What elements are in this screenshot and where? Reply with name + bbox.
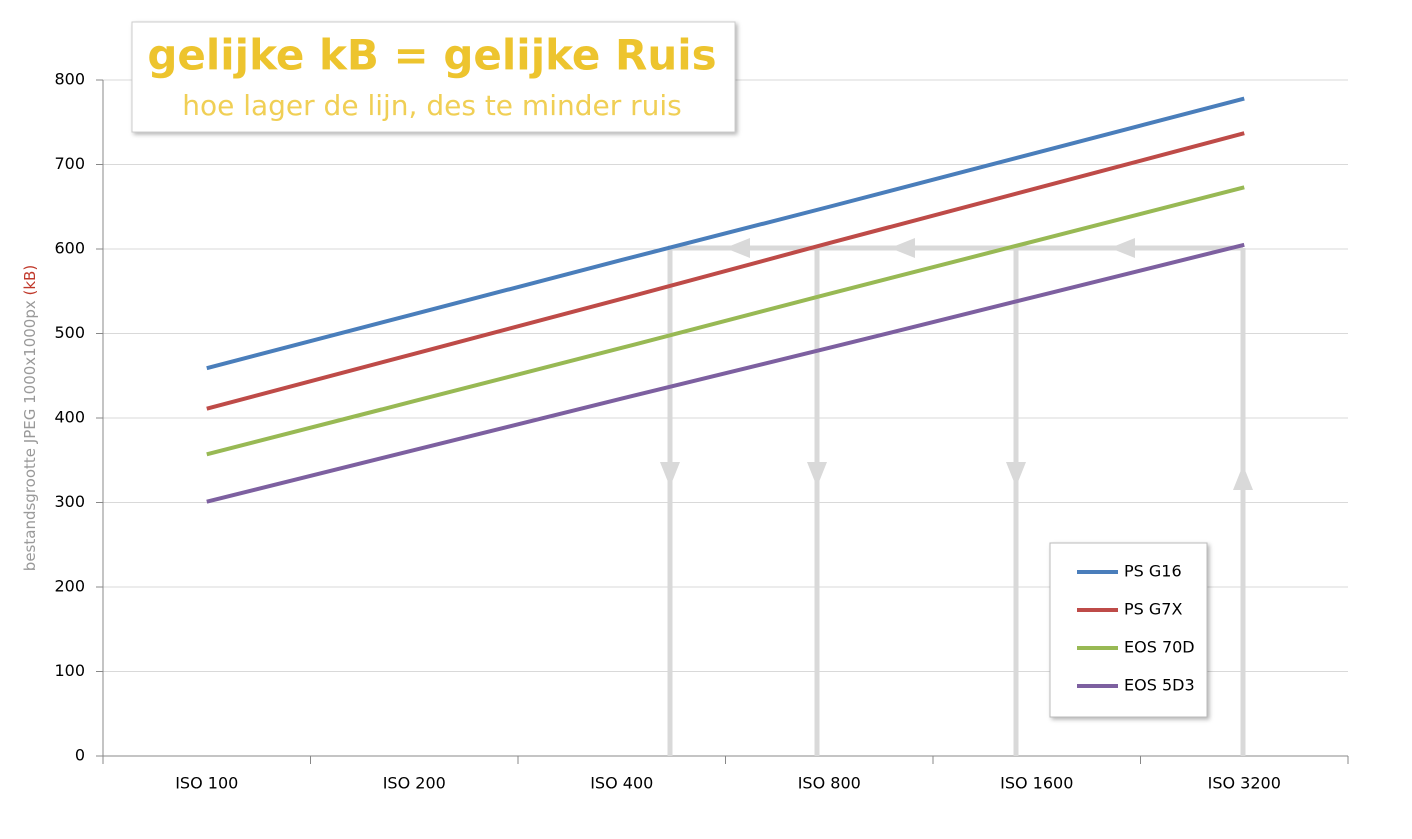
annotation-arrows [660, 238, 1253, 756]
x-tick-label: ISO 100 [175, 774, 238, 793]
x-tick-label: ISO 1600 [1000, 774, 1073, 793]
x-tick-label: ISO 400 [590, 774, 653, 793]
x-tick-label: ISO 800 [798, 774, 861, 793]
chart-title: gelijke kB = gelijke Ruis [147, 31, 716, 80]
series-line [206, 131, 1245, 411]
x-tick-label: ISO 200 [383, 774, 446, 793]
x-tick-label: ISO 3200 [1208, 774, 1281, 793]
y-tick-label: 0 [75, 746, 85, 765]
y-tick-label: 500 [54, 323, 85, 342]
series-line [206, 96, 1245, 371]
series-line [206, 242, 1245, 504]
y-tick-label: 300 [54, 492, 85, 511]
legend-label: PS G16 [1124, 562, 1182, 581]
y-tick-label: 100 [54, 661, 85, 680]
y-axis-unit: (kB) [21, 265, 39, 296]
y-axis-label-text: bestandsgrootte JPEG 1000x1000px [21, 300, 39, 571]
legend-label: EOS 70D [1124, 638, 1195, 657]
legend-label: EOS 5D3 [1124, 676, 1195, 695]
y-tick-label: 700 [54, 154, 85, 173]
y-tick-label: 400 [54, 408, 85, 427]
series-line [206, 185, 1245, 457]
legend [1049, 542, 1208, 718]
y-tick-label: 200 [54, 577, 85, 596]
legend-label: PS G7X [1124, 600, 1182, 619]
y-tick-label: 600 [54, 239, 85, 258]
title-box [131, 21, 736, 133]
y-axis-label: bestandsgrootte JPEG 1000x1000px (kB) [21, 265, 39, 571]
y-tick-label: 800 [54, 70, 85, 89]
chart-subtitle: hoe lager de lijn, des te minder ruis [182, 89, 682, 122]
